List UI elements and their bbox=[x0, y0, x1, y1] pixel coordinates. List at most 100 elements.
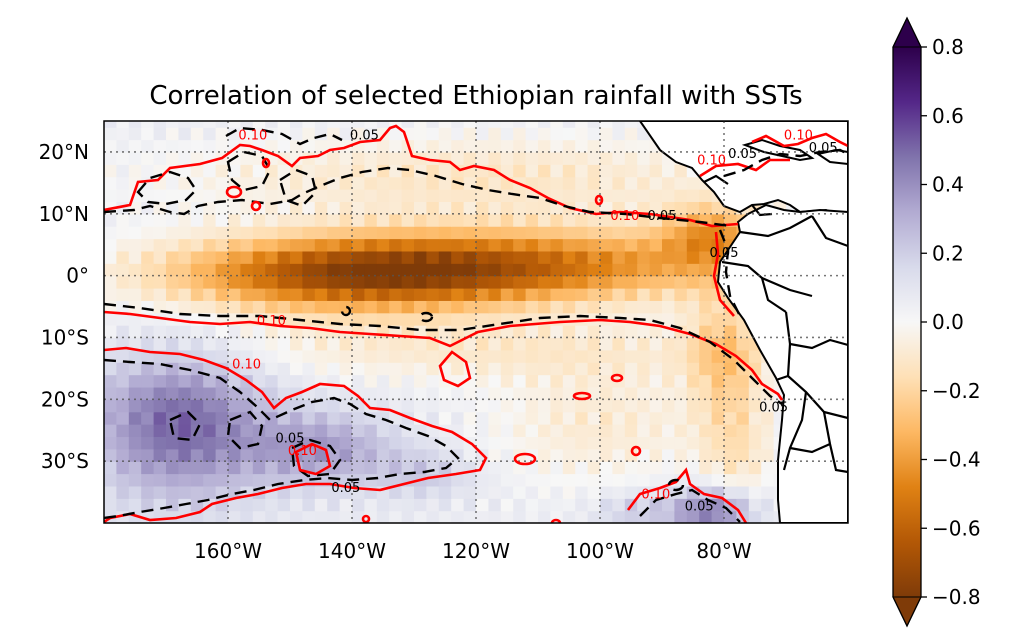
heatmap-cell bbox=[724, 448, 737, 462]
heatmap-cell bbox=[500, 424, 514, 438]
heatmap-cell bbox=[116, 399, 130, 413]
colorbar-tick-label: −0.4 bbox=[932, 448, 981, 472]
heatmap-cell bbox=[364, 226, 378, 240]
heatmap-cell bbox=[525, 349, 539, 363]
heatmap-cell bbox=[128, 250, 142, 264]
heatmap-cell bbox=[463, 189, 477, 202]
heatmap-cell bbox=[128, 349, 142, 363]
heatmap-cell bbox=[662, 238, 675, 252]
heatmap-cell bbox=[612, 510, 626, 523]
heatmap-cell bbox=[513, 411, 527, 425]
heatmap-cell bbox=[575, 424, 589, 438]
heatmap-cell bbox=[426, 164, 440, 178]
heatmap-cell bbox=[488, 485, 502, 499]
heatmap-cell bbox=[277, 498, 291, 512]
heatmap-cell bbox=[389, 275, 403, 289]
heatmap-cell bbox=[711, 312, 725, 326]
heatmap-cell bbox=[128, 473, 142, 487]
heatmap-cell bbox=[240, 127, 254, 141]
heatmap-cell bbox=[203, 250, 217, 264]
heatmap-cell bbox=[500, 287, 514, 301]
heatmap-cell bbox=[228, 374, 241, 388]
heatmap-cell bbox=[538, 436, 551, 450]
heatmap-cell bbox=[314, 226, 328, 240]
heatmap-cell bbox=[587, 176, 601, 190]
heatmap-cell bbox=[389, 312, 403, 326]
heatmap-cell bbox=[724, 510, 737, 523]
heatmap-cell bbox=[327, 164, 341, 178]
heatmap-cell bbox=[550, 213, 564, 227]
heatmap-cell bbox=[538, 362, 551, 376]
heatmap-cell bbox=[538, 424, 551, 438]
heatmap-cell bbox=[290, 510, 303, 523]
heatmap-cell bbox=[426, 312, 440, 326]
heatmap-cell bbox=[550, 226, 564, 240]
heatmap-cell bbox=[637, 337, 651, 351]
heatmap-cell bbox=[339, 121, 353, 128]
heatmap-cell bbox=[252, 287, 266, 301]
heatmap-cell bbox=[389, 386, 403, 400]
heatmap-cell bbox=[525, 127, 539, 141]
heatmap-cell bbox=[128, 337, 142, 351]
heatmap-cell bbox=[488, 448, 502, 462]
heatmap-cell bbox=[699, 510, 713, 523]
heatmap-cell bbox=[141, 213, 155, 227]
heatmap-cell bbox=[513, 275, 527, 289]
heatmap-cell bbox=[327, 386, 341, 400]
heatmap-cell bbox=[401, 287, 415, 301]
heatmap-cell bbox=[736, 436, 750, 450]
heatmap-cell bbox=[562, 498, 576, 512]
heatmap-cell bbox=[587, 461, 601, 475]
heatmap-cell bbox=[252, 362, 266, 376]
heatmap-cell bbox=[476, 399, 489, 413]
heatmap-cell bbox=[104, 337, 117, 351]
heatmap-cell bbox=[215, 411, 229, 425]
heatmap-cell bbox=[538, 164, 551, 178]
contour-010-southwest bbox=[104, 346, 488, 523]
heatmap-cell bbox=[438, 164, 452, 178]
heatmap-cell bbox=[562, 263, 576, 277]
heatmap-cell bbox=[414, 176, 427, 190]
heatmap-cell bbox=[314, 287, 328, 301]
heatmap-cell bbox=[525, 263, 539, 277]
heatmap-cell bbox=[538, 399, 551, 413]
contour-labels: 0.10 0.050.10 0.050.100.050.10 0.050.050.10… bbox=[232, 129, 838, 515]
heatmap-cell bbox=[476, 213, 489, 227]
heatmap-cell bbox=[624, 201, 638, 215]
heatmap-cell bbox=[649, 411, 663, 425]
heatmap-cell bbox=[166, 436, 179, 450]
heatmap-cell bbox=[290, 411, 303, 425]
heatmap-cell bbox=[463, 411, 477, 425]
heatmap-cell bbox=[649, 151, 663, 165]
heatmap-cell bbox=[389, 510, 403, 523]
heatmap-cell bbox=[513, 213, 527, 227]
heatmap-cell bbox=[265, 238, 279, 252]
heatmap-cell bbox=[699, 374, 713, 388]
heatmap-cell bbox=[166, 386, 179, 400]
heatmap-cell bbox=[761, 424, 775, 438]
heatmap-cell bbox=[463, 250, 477, 264]
heatmap-cell bbox=[277, 139, 291, 153]
heatmap-cell bbox=[314, 399, 328, 413]
heatmap-cell bbox=[736, 337, 750, 351]
heatmap-cell bbox=[128, 213, 142, 227]
heatmap-cell bbox=[637, 424, 651, 438]
contour-label: 0.10 bbox=[610, 209, 639, 224]
heatmap-cell bbox=[414, 325, 427, 339]
contour-label: 0.10 bbox=[697, 153, 726, 168]
heatmap-cell bbox=[612, 411, 626, 425]
heatmap-cell bbox=[339, 498, 353, 512]
heatmap-cell bbox=[637, 250, 651, 264]
heatmap-cell bbox=[624, 213, 638, 227]
heatmap-cell bbox=[203, 485, 217, 499]
heatmap-cell bbox=[711, 300, 725, 314]
heatmap-cell bbox=[612, 461, 626, 475]
heatmap-cell bbox=[711, 498, 725, 512]
heatmap-cell bbox=[748, 411, 762, 425]
heatmap-cell bbox=[500, 300, 514, 314]
heatmap-cell bbox=[463, 151, 477, 165]
heatmap-cell bbox=[128, 436, 142, 450]
heatmap-cell bbox=[153, 411, 167, 425]
national-borders bbox=[703, 174, 848, 474]
heatmap-cell bbox=[339, 176, 353, 190]
